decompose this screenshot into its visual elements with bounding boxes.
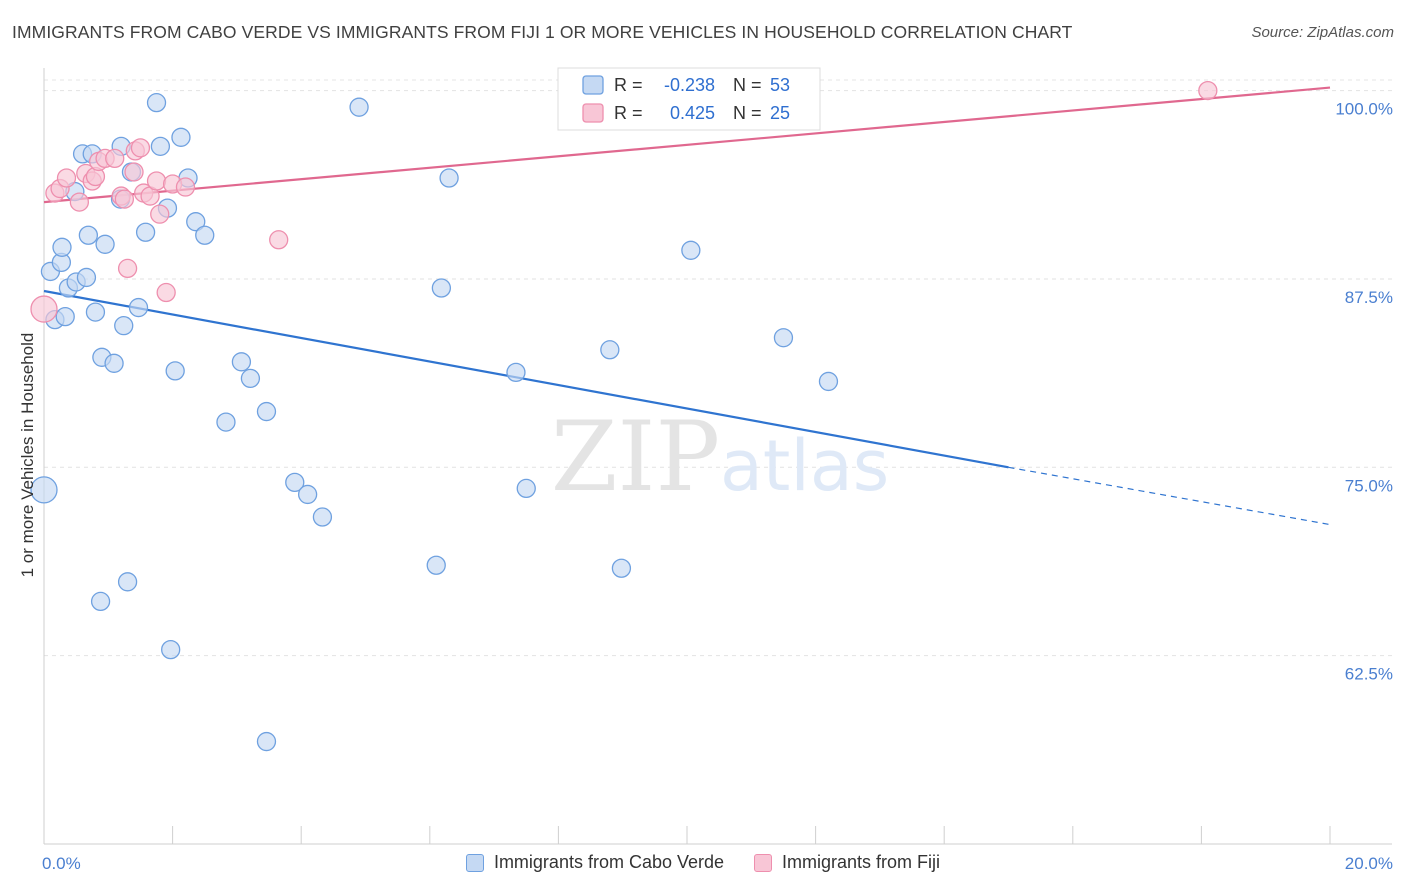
tick-labels: 62.5% 75.0% 87.5% 100.0% 0.0% 20.0% bbox=[42, 100, 1393, 873]
point-s0-10 bbox=[76, 267, 97, 288]
point-s0-17 bbox=[104, 353, 124, 373]
legend-item-cabo-verde[interactable]: Immigrants from Cabo Verde bbox=[465, 852, 725, 873]
point-s1-14 bbox=[124, 162, 144, 182]
point-s0-25 bbox=[146, 93, 167, 113]
data-points bbox=[30, 80, 1218, 752]
legend: Immigrants from Cabo Verde Immigrants fr… bbox=[0, 852, 1406, 873]
point-s0-46 bbox=[506, 362, 526, 383]
point-s0-21 bbox=[117, 572, 138, 592]
point-s0-11 bbox=[78, 225, 99, 245]
point-s0-50 bbox=[681, 240, 701, 260]
point-s0-29 bbox=[165, 361, 185, 381]
point-s1-3 bbox=[56, 168, 77, 188]
point-s0-40 bbox=[297, 484, 318, 505]
point-s0-42 bbox=[349, 97, 369, 117]
stats-n-value-1: 25 bbox=[770, 103, 790, 123]
trend-lines bbox=[43, 86, 1331, 526]
point-s1-21 bbox=[156, 282, 176, 303]
x-tick-label-0: 0.0% bbox=[42, 854, 81, 873]
point-s0-14 bbox=[90, 591, 111, 612]
point-s1-16 bbox=[130, 138, 151, 158]
point-s0-51 bbox=[773, 328, 794, 348]
y-tick-label-3: 100.0% bbox=[1335, 100, 1393, 119]
point-s0-47 bbox=[516, 478, 536, 499]
point-s0-16 bbox=[95, 234, 115, 254]
point-s0-5 bbox=[55, 306, 75, 327]
point-s0-24 bbox=[135, 222, 156, 242]
chart-title: IMMIGRANTS FROM CABO VERDE VS IMMIGRANTS… bbox=[12, 22, 1073, 42]
point-s0-28 bbox=[161, 639, 181, 660]
point-s0-0 bbox=[30, 476, 58, 504]
legend-item-fiji[interactable]: Immigrants from Fiji bbox=[754, 852, 940, 873]
stats-legend: R = -0.238 N = 53 R = 0.425 N = 25 bbox=[557, 67, 821, 131]
point-s1-10 bbox=[105, 148, 125, 169]
point-s0-4 bbox=[52, 237, 72, 257]
point-s0-32 bbox=[186, 212, 206, 232]
point-s1-20 bbox=[150, 204, 170, 224]
point-s1-12 bbox=[114, 189, 135, 209]
legend-label-fiji: Immigrants from Fiji bbox=[782, 852, 941, 872]
point-s0-20 bbox=[114, 316, 134, 336]
point-s0-30 bbox=[171, 127, 191, 147]
point-s0-13 bbox=[85, 302, 106, 322]
point-s1-23 bbox=[175, 177, 196, 197]
point-s0-34 bbox=[216, 412, 236, 432]
y-tick-label-0: 62.5% bbox=[1345, 665, 1393, 684]
axes bbox=[43, 68, 1392, 845]
stats-r-label-0: R = bbox=[614, 75, 643, 95]
point-s1-19 bbox=[146, 171, 167, 191]
point-s1-0 bbox=[30, 295, 58, 323]
trend-line-extension-0 bbox=[1008, 466, 1331, 526]
point-s0-52 bbox=[818, 371, 839, 392]
point-s0-36 bbox=[240, 368, 261, 389]
point-s0-33 bbox=[195, 225, 215, 245]
stats-n-label-0: N = bbox=[733, 75, 762, 95]
point-s1-25 bbox=[1198, 80, 1218, 101]
x-tick-label-1: 20.0% bbox=[1345, 854, 1393, 873]
point-s0-44 bbox=[431, 278, 452, 298]
point-s0-41 bbox=[312, 507, 333, 527]
point-s0-49 bbox=[611, 558, 632, 578]
y-tick-label-1: 75.0% bbox=[1345, 476, 1393, 495]
point-s0-39 bbox=[285, 472, 305, 493]
y-tick-label-2: 87.5% bbox=[1345, 288, 1393, 307]
stats-swatch-1 bbox=[582, 103, 604, 123]
point-s0-26 bbox=[150, 136, 171, 157]
point-s1-24 bbox=[269, 230, 289, 250]
trend-line-0 bbox=[43, 289, 1009, 469]
point-s1-4 bbox=[69, 192, 90, 212]
point-s0-35 bbox=[231, 352, 252, 372]
stats-n-value-0: 53 bbox=[770, 75, 790, 95]
legend-swatch-fiji bbox=[754, 853, 773, 872]
stats-r-value-0: -0.238 bbox=[664, 75, 715, 95]
trend-line-1 bbox=[43, 86, 1331, 204]
point-s0-43 bbox=[426, 555, 446, 575]
watermark-zip: ZIP bbox=[551, 401, 720, 513]
legend-swatch-cabo-verde bbox=[465, 853, 484, 872]
point-s0-45 bbox=[439, 168, 459, 188]
point-s0-38 bbox=[256, 731, 277, 752]
legend-label-cabo-verde: Immigrants from Cabo Verde bbox=[493, 852, 725, 872]
stats-swatch-0 bbox=[582, 75, 604, 95]
y-axis-label: 1 or more Vehicles in Household bbox=[18, 332, 37, 578]
point-s0-37 bbox=[256, 401, 277, 422]
stats-r-value-1: 0.425 bbox=[670, 103, 715, 123]
point-s1-13 bbox=[117, 258, 138, 279]
watermark-atlas: atlas bbox=[720, 425, 889, 507]
point-s0-23 bbox=[128, 297, 149, 318]
point-s0-48 bbox=[600, 340, 620, 360]
stats-n-label-1: N = bbox=[733, 103, 762, 123]
stats-r-label-1: R = bbox=[614, 103, 643, 123]
chart-source: Source: ZipAtlas.com bbox=[1251, 24, 1394, 41]
watermark: ZIPatlas bbox=[551, 401, 889, 513]
